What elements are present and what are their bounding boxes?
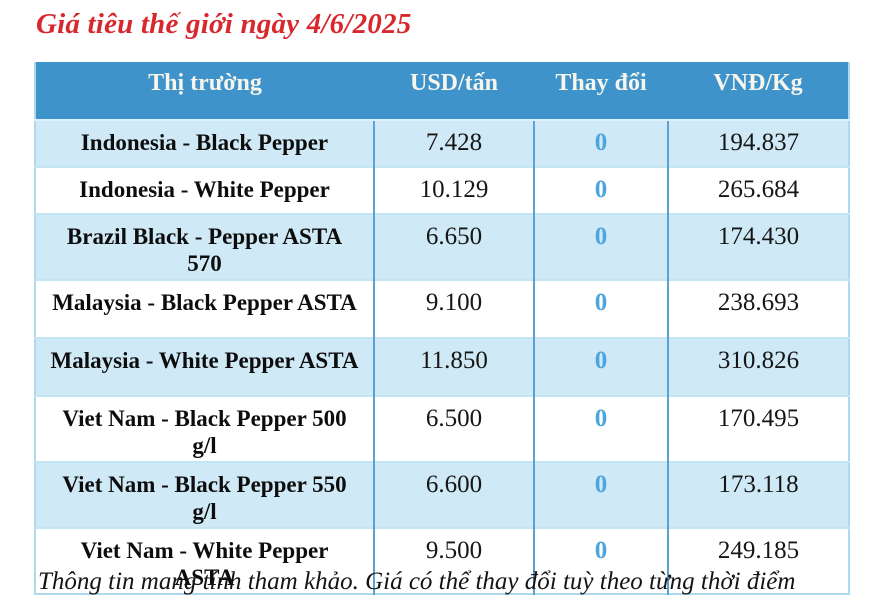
pepper-price-table: Thị trường USD/tấn Thay đổi VNĐ/Kg Indon… (34, 62, 850, 595)
footer-disclaimer: Thông tin mang tính tham khảo. Giá có th… (38, 568, 796, 595)
change-cell: 0 (533, 337, 668, 396)
usd-cell: 6.600 (373, 461, 534, 528)
vnd-cell: 238.693 (667, 279, 849, 338)
change-cell: 0 (533, 166, 668, 214)
change-cell: 0 (533, 395, 668, 462)
vnd-cell: 249.185 (667, 527, 849, 594)
usd-cell: 6.650 (373, 213, 534, 280)
column-header-market: Thị trường (35, 62, 374, 120)
market-cell: Brazil Black - Pepper ASTA 570 (35, 213, 374, 280)
vnd-cell: 265.684 (667, 166, 849, 214)
column-header-vnd-per-kg: VNĐ/Kg (668, 62, 849, 120)
change-cell: 0 (533, 279, 668, 338)
usd-cell: 7.428 (373, 119, 534, 167)
change-cell: 0 (533, 461, 668, 528)
table-row: Malaysia - Black Pepper ASTA 9.100 0 238… (35, 279, 849, 338)
usd-cell: 9.500 (373, 527, 534, 594)
table-header-row: Thị trường USD/tấn Thay đổi VNĐ/Kg (35, 62, 849, 120)
change-cell: 0 (533, 213, 668, 280)
market-cell: Viet Nam - Black Pepper 500 g/l (35, 395, 374, 462)
table-row: Brazil Black - Pepper ASTA 570 6.650 0 1… (35, 213, 849, 280)
market-cell: Malaysia - Black Pepper ASTA (35, 279, 374, 338)
market-cell: Viet Nam - White Pepper ASTA (35, 527, 374, 594)
vnd-cell: 170.495 (667, 395, 849, 462)
market-cell: Indonesia - White Pepper (35, 166, 374, 214)
vnd-cell: 310.826 (667, 337, 849, 396)
change-cell: 0 (533, 119, 668, 167)
table-row: Malaysia - White Pepper ASTA 11.850 0 31… (35, 337, 849, 396)
vnd-cell: 173.118 (667, 461, 849, 528)
column-header-change: Thay đổi (534, 62, 668, 120)
market-cell: Viet Nam - Black Pepper 550 g/l (35, 461, 374, 528)
column-header-usd-per-ton: USD/tấn (374, 62, 534, 120)
page-title: Giá tiêu thế giới ngày 4/6/2025 (36, 8, 412, 40)
vnd-cell: 174.430 (667, 213, 849, 280)
table-row: Viet Nam - Black Pepper 500 g/l 6.500 0 … (35, 395, 849, 462)
vnd-cell: 194.837 (667, 119, 849, 167)
market-cell: Malaysia - White Pepper ASTA (35, 337, 374, 396)
table-row: Viet Nam - White Pepper ASTA 9.500 0 249… (35, 527, 849, 594)
market-cell: Indonesia - Black Pepper (35, 119, 374, 167)
usd-cell: 6.500 (373, 395, 534, 462)
usd-cell: 11.850 (373, 337, 534, 396)
change-cell: 0 (533, 527, 668, 594)
table-row: Viet Nam - Black Pepper 550 g/l 6.600 0 … (35, 461, 849, 528)
usd-cell: 10.129 (373, 166, 534, 214)
table-row: Indonesia - Black Pepper 7.428 0 194.837 (35, 119, 849, 167)
table-row: Indonesia - White Pepper 10.129 0 265.68… (35, 166, 849, 214)
usd-cell: 9.100 (373, 279, 534, 338)
